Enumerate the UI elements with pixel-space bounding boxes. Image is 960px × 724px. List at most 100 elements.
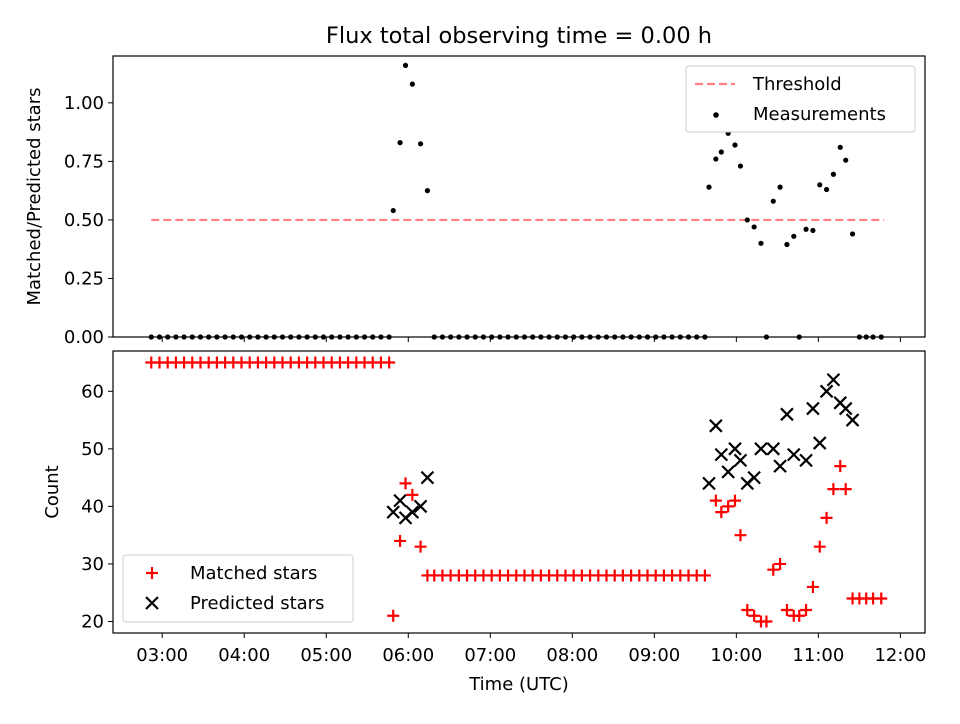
predicted-star-point [838, 401, 853, 416]
matched-star-point [709, 494, 722, 507]
legend-matched-label: Matched stars [190, 563, 317, 584]
measurement-point [758, 240, 764, 246]
measurement-point [718, 149, 724, 155]
measurement-point [402, 62, 409, 68]
ratio-y-tick-label: 0.50 [64, 210, 104, 231]
measurement-point [737, 163, 744, 169]
measurement-point [823, 186, 830, 193]
matched-star-point [806, 580, 819, 593]
predicted-star-point [754, 442, 768, 456]
predicted-star-point [702, 476, 716, 491]
measurement-point [810, 227, 816, 234]
ratio-y-axis-label: Matched/Predicted stars [24, 88, 45, 306]
predicted-star-point [405, 505, 420, 519]
x-tick-label: 12:00 [874, 645, 926, 666]
predicted-star-point [773, 459, 787, 473]
x-tick-label: 05:00 [300, 645, 352, 666]
x-tick-label: 11:00 [792, 645, 844, 666]
x-tick-label: 07:00 [464, 645, 516, 666]
measurement-point [732, 142, 738, 148]
ratio-panel: 0.00 0.25 0.50 0.75 1.00 Matched/Predicted s… [24, 55, 926, 348]
measurement-point [390, 207, 396, 214]
legend-matched-swatch [146, 567, 158, 579]
measurement-point [706, 184, 712, 190]
predicted-star-point [386, 505, 401, 519]
matched-star-point [728, 494, 741, 507]
measurement-point [409, 81, 415, 87]
matched-star-point [383, 356, 396, 369]
measurement-point [397, 140, 403, 146]
matched-star-point [839, 483, 852, 496]
ratio-y-tick-label: 1.00 [64, 93, 104, 114]
predicted-star-point [721, 465, 735, 479]
matched-star-point [875, 592, 888, 605]
predicted-star-point [826, 372, 841, 387]
predicted-star-point [709, 419, 723, 433]
count-panel: 20 30 40 50 60 03:00 04:00 05:00 06:00 07:00 08:00… [42, 350, 926, 695]
measurement-point [791, 233, 797, 239]
measurement-point [843, 157, 849, 163]
matched-star-point [414, 540, 427, 553]
matched-star-point [813, 540, 826, 553]
measurement-point [777, 184, 783, 190]
measurement-point [817, 182, 823, 188]
predicted-star-point [806, 401, 820, 416]
ratio-legend-box [685, 65, 916, 133]
measurement-point [849, 231, 856, 237]
x-tick-label: 09:00 [628, 645, 680, 666]
predicted-star-point [420, 470, 435, 485]
matched-star-point [741, 603, 754, 616]
matched-star-point [399, 477, 412, 490]
matched-star-point [793, 609, 806, 622]
matched-star-point [774, 557, 787, 570]
legend-predicted-swatch [145, 596, 159, 610]
predicted-star-point [845, 413, 860, 427]
matched-star-point [760, 615, 773, 628]
x-tick-label: 08:00 [546, 645, 598, 666]
measurement-point [770, 198, 776, 204]
ratio-legend: Threshold Measurements [685, 65, 916, 133]
x-tick-label: 10:00 [710, 645, 762, 666]
measurement-point [803, 226, 809, 232]
count-y-tick-label: 50 [81, 439, 104, 460]
matched-star-point [820, 511, 833, 524]
predicted-star-point [747, 470, 761, 485]
matched-star-point [800, 603, 813, 616]
chart-title: Flux total observing time = 0.00 h [326, 23, 712, 49]
predicted-star-point [812, 436, 827, 450]
ratio-y-tick-label: 0.00 [64, 327, 104, 348]
legend-predicted-label: Predicted stars [190, 593, 324, 614]
matched-star-point [734, 529, 747, 542]
matched-star-point [748, 609, 761, 622]
matched-star-point [834, 460, 847, 473]
measurement-point [417, 141, 424, 147]
measurement-point [784, 241, 790, 248]
matched-star-point [406, 488, 419, 501]
matched-star-point [827, 483, 840, 496]
legend-threshold-label: Threshold [752, 74, 842, 95]
predicted-star-point [728, 442, 742, 456]
x-tick-label: 04:00 [218, 645, 270, 666]
measurement-point [751, 224, 757, 230]
count-y-tick-label: 40 [81, 496, 104, 517]
predicted-star-point [413, 499, 428, 514]
count-y-axis-label: Count [42, 465, 63, 518]
measurement-point [744, 217, 750, 223]
legend-measurements-swatch [713, 112, 719, 118]
matched-star-point [722, 500, 735, 513]
matched-star-point [698, 569, 711, 582]
predicted-star-point [714, 447, 729, 462]
predicted-star-point [819, 384, 834, 399]
count-y-tick-label: 20 [81, 611, 104, 632]
legend-measurements-label: Measurements [753, 104, 886, 125]
ratio-y-tick-label: 0.25 [64, 268, 104, 289]
x-tick-label: 06:00 [382, 645, 434, 666]
x-tick-label: 03:00 [136, 645, 188, 666]
matched-star-point [780, 603, 793, 616]
measurement-point [830, 171, 837, 177]
predicted-star-point [780, 407, 794, 422]
matched-star-point [387, 609, 400, 622]
measurement-point [837, 144, 843, 150]
matched-star-point [767, 563, 780, 576]
